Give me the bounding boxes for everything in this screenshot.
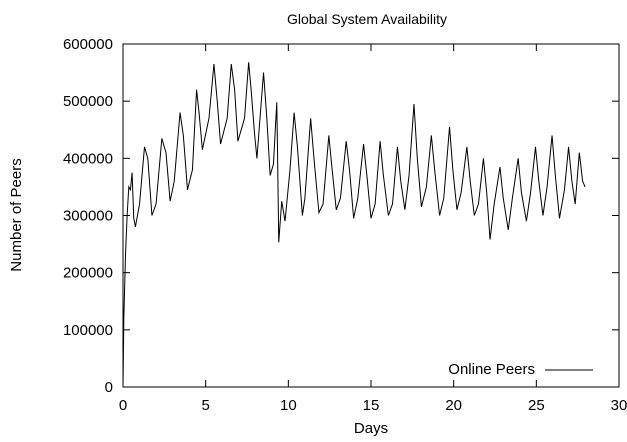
legend-label: Online Peers [448,361,535,378]
y-tick-label: 400000 [63,150,113,167]
x-axis-ticks: 0 5 10 15 20 25 30 [119,44,627,414]
x-tick-label: 30 [611,397,627,414]
y-tick-label: 200000 [63,265,113,282]
y-axis-ticks: 0 100000 200000 300000 400000 500000 600000 [63,36,619,396]
y-tick-label: 0 [105,379,113,396]
plot-frame [122,43,620,388]
x-tick-label: 5 [201,397,209,414]
chart-title: Global System Availability [287,11,447,27]
y-tick-label: 100000 [63,322,113,339]
y-axis-title: Number of Peers [8,158,25,271]
y-tick-label: 600000 [63,36,113,53]
y-tick-label: 300000 [63,208,113,225]
x-tick-label: 15 [363,397,380,414]
series-line [122,62,586,388]
legend: Online Peers [448,361,593,378]
y-tick-label: 500000 [63,93,113,110]
x-tick-label: 10 [280,397,297,414]
x-tick-label: 20 [445,397,462,414]
x-tick-label: 0 [119,397,127,414]
x-axis-title: Days [354,420,388,437]
x-tick-label: 25 [528,397,545,414]
